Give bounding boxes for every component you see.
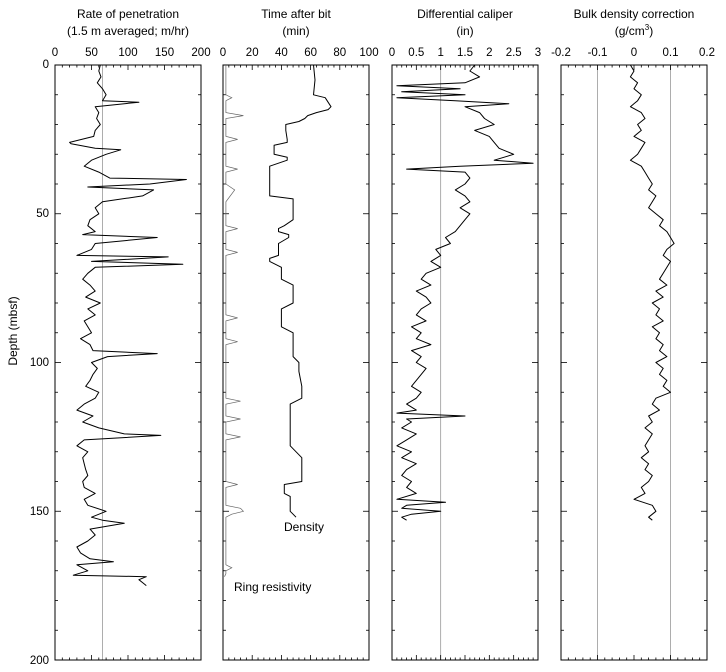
y-tick-label: 150 — [30, 506, 49, 518]
y-tick-label: 100 — [30, 357, 49, 369]
panel-2-title-line1: Time after bit — [261, 7, 331, 21]
panel-2-x-tick-label: 60 — [304, 47, 317, 59]
panel-2-x-tick-label: 0 — [220, 47, 226, 59]
panel-3-x-tick-label: 0.5 — [408, 47, 424, 59]
panel-1-frame — [54, 64, 202, 661]
panel-2-title-line2: (min) — [282, 24, 309, 38]
panel-3-x-tick-label: 3 — [535, 47, 541, 59]
panel-3-frame — [391, 64, 539, 661]
panel-3-x-tick-label: 0 — [389, 47, 395, 59]
panel-4-x-tick-label: 0.1 — [663, 47, 679, 59]
panel-2-x-tick-label: 80 — [333, 47, 346, 59]
panel-2-frame — [222, 64, 370, 661]
panel-4-frame — [560, 64, 708, 661]
y-tick-label: 0 — [43, 59, 49, 71]
ring-resistivity-annotation: Ring resistivity — [234, 580, 311, 594]
panel-1-title-line2: (1.5 m averaged; m/hr) — [67, 24, 189, 38]
panel-1-x-tick-label: 150 — [155, 47, 174, 59]
panel-1-trace-series-line — [69, 64, 187, 586]
y-tick-label: 50 — [36, 208, 49, 220]
panel-2-density-series-line — [269, 64, 332, 518]
panel-4-x-tick-label: 0 — [631, 47, 637, 59]
panel-1-x-tick-label: 100 — [118, 47, 137, 59]
y-tick-label: 200 — [30, 655, 49, 667]
panel-1-x-tick-label: 200 — [191, 47, 210, 59]
panel-2-ring-resistivity-series-line — [224, 65, 245, 577]
panel-4-x-tick-label: -0.1 — [588, 47, 608, 59]
panel-3-x-tick-label: 2.5 — [506, 47, 522, 59]
panel-3-title-line1: Differential caliper — [417, 7, 513, 21]
panel-1-x-tick-label: 0 — [52, 47, 58, 59]
panel-4-title-line1: Bulk density correction — [574, 7, 695, 21]
panel-4-title-line2: (g/cm3) — [615, 23, 653, 38]
panel-2-x-tick-label: 20 — [246, 47, 259, 59]
panel-3-title-line2: (in) — [456, 24, 473, 38]
panel-2-x-tick-label: 40 — [275, 47, 288, 59]
density-annotation: Density — [284, 520, 324, 534]
panel-2-x-tick-label: 100 — [359, 47, 378, 59]
panel-1-title-line1: Rate of penetration — [77, 7, 179, 21]
panel-3-trace-series-line — [396, 64, 534, 521]
panel-4-x-tick-label: 0.2 — [699, 47, 715, 59]
panel-4-x-tick-label: -0.2 — [551, 47, 571, 59]
y-axis-label: Depth (mbsf) — [6, 296, 20, 365]
panel-3-x-tick-label: 1.5 — [457, 47, 473, 59]
panel-1-x-tick-label: 50 — [85, 47, 98, 59]
panel-3-x-tick-label: 2 — [486, 47, 492, 59]
panel-4-trace-series-line — [629, 64, 675, 521]
panel-3-x-tick-label: 1 — [437, 47, 443, 59]
